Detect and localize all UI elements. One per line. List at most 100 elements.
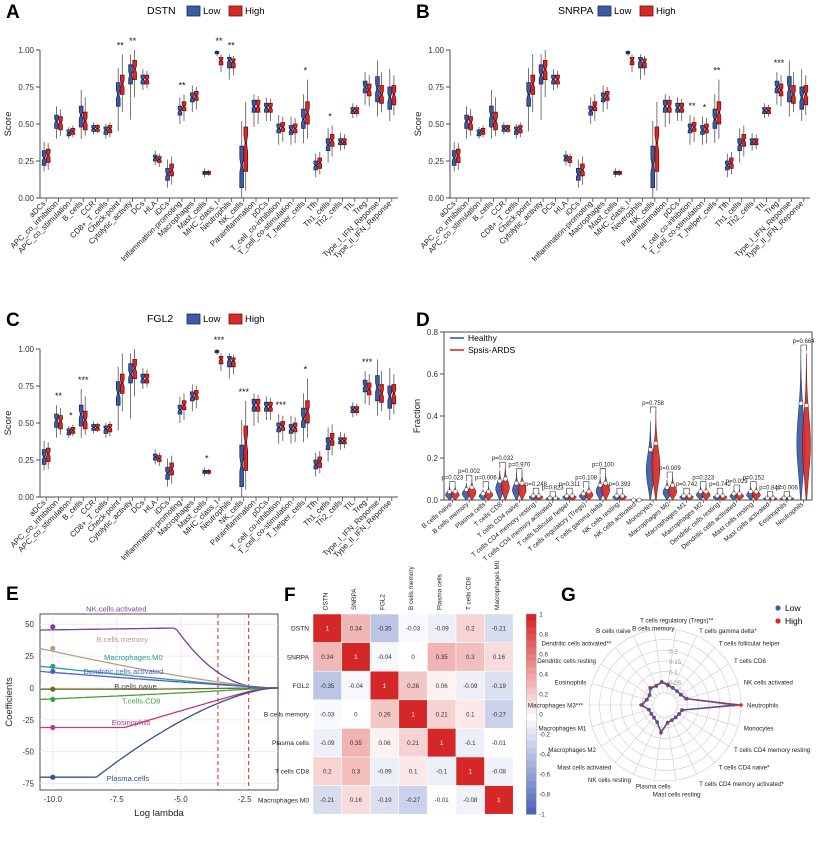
svg-text:-0.1: -0.1 [436,769,447,776]
svg-text:0.35: 0.35 [350,740,363,747]
svg-text:T cells CD8: T cells CD8 [465,577,472,610]
svg-text:NK.cells.activated: NK.cells.activated [86,604,146,613]
svg-text:0.35: 0.35 [436,654,449,661]
svg-text:Score: Score [3,411,14,436]
svg-text:SNRPA: SNRPA [351,588,358,610]
svg-text:0.06: 0.06 [436,683,449,690]
svg-text:0.75: 0.75 [18,83,34,92]
svg-text:p=0.758: p=0.758 [642,401,665,407]
svg-text:Macrophages M2: Macrophages M2 [548,747,596,754]
svg-text:-0.03: -0.03 [320,711,335,718]
svg-text:0.75: 0.75 [428,83,444,92]
svg-text:T cells CD8: T cells CD8 [275,769,309,776]
svg-text:B: B [416,2,430,23]
svg-text:-0.35: -0.35 [377,626,392,633]
svg-text:Fraction: Fraction [412,399,423,433]
svg-text:0.50: 0.50 [428,120,444,129]
svg-text:NK cells resting: NK cells resting [588,777,632,784]
svg-text:DSTN: DSTN [147,5,176,17]
svg-text:0.21: 0.21 [407,740,420,747]
svg-text:0.3: 0.3 [466,654,475,661]
svg-text:Neutrophils: Neutrophils [747,703,778,710]
svg-text:-0.04: -0.04 [377,654,392,661]
svg-text:Healthy: Healthy [468,333,498,343]
svg-text:p=0.032: p=0.032 [492,456,515,462]
svg-text:SNRPA: SNRPA [558,5,593,17]
svg-text:Plasma.cells: Plasma.cells [107,774,150,783]
svg-text:T cells regulatory (Tregs)**: T cells regulatory (Tregs)** [640,617,714,624]
svg-text:SNRPA: SNRPA [287,654,310,661]
svg-text:Low: Low [203,6,221,17]
svg-text:FGL2: FGL2 [293,683,310,690]
svg-text:0.2: 0.2 [466,626,475,633]
svg-text:p=0.152: p=0.152 [743,476,766,482]
svg-text:Macrophages M0: Macrophages M0 [258,797,309,804]
svg-text:p=0.006: p=0.006 [475,476,498,482]
svg-text:-0.21: -0.21 [492,626,507,633]
svg-text:-0.27: -0.27 [406,797,421,804]
svg-text:***: *** [275,400,286,410]
svg-text:Low: Low [203,314,221,325]
svg-text:**: ** [713,66,721,76]
svg-text:0.34: 0.34 [321,654,334,661]
svg-text:-0.19: -0.19 [492,683,507,690]
svg-text:1.00: 1.00 [428,46,444,55]
svg-text:Low: Low [614,6,632,17]
svg-text:*: * [69,411,73,421]
svg-text:Plasma cells: Plasma cells [437,574,444,610]
svg-text:0.15: 0.15 [669,659,682,666]
svg-text:High: High [656,6,676,17]
svg-text:p=0.108: p=0.108 [575,476,598,482]
svg-text:1: 1 [497,797,501,804]
svg-text:-0.08: -0.08 [463,797,478,804]
svg-text:0.00: 0.00 [18,194,34,203]
svg-text:FGL2: FGL2 [147,313,173,325]
svg-text:*: * [304,365,308,375]
svg-text:**: ** [117,40,125,50]
svg-text:Log lambda: Log lambda [134,808,184,819]
svg-text:High: High [785,616,803,626]
svg-text:-0.01: -0.01 [492,740,507,747]
svg-text:-0.27: -0.27 [492,711,507,718]
svg-text:0.2: 0.2 [427,454,439,463]
svg-text:**: ** [55,391,63,401]
svg-text:Score: Score [3,112,14,137]
svg-text:T cells CD4 memory resting: T cells CD4 memory resting [734,747,811,754]
svg-text:p=0.311: p=0.311 [559,482,581,488]
svg-text:p=0.664: p=0.664 [793,339,816,345]
svg-text:-0.21: -0.21 [320,797,335,804]
svg-text:Macrophages M3***: Macrophages M3*** [528,703,584,710]
svg-text:*: * [304,66,308,76]
svg-text:B cells memory: B cells memory [632,625,675,632]
svg-text:NK cells activated: NK cells activated [744,679,794,686]
svg-text:-0.6: -0.6 [539,772,550,779]
svg-text:High: High [245,314,265,325]
svg-text:1: 1 [354,654,358,661]
svg-text:B cells memory: B cells memory [408,566,415,610]
svg-text:0.25: 0.25 [18,157,34,166]
svg-text:Macrophages.M0: Macrophages.M0 [104,653,163,662]
svg-text:0.0: 0.0 [427,496,439,505]
svg-text:p=0.970: p=0.970 [508,463,531,469]
svg-text:**: ** [228,40,236,50]
svg-text:T cells CD4 naive*: T cells CD4 naive* [719,765,770,772]
svg-text:***: *** [238,387,249,397]
svg-text:***: *** [774,58,785,68]
svg-text:0.34: 0.34 [350,626,363,633]
svg-text:**: ** [215,36,223,46]
svg-text:***: *** [362,357,373,367]
svg-text:0.00: 0.00 [428,194,444,203]
svg-text:F: F [284,585,296,606]
svg-text:0.2: 0.2 [669,648,678,655]
svg-text:0.2: 0.2 [539,691,548,698]
svg-text:0: 0 [539,711,543,718]
svg-text:A: A [6,2,20,23]
svg-text:DSTN: DSTN [291,626,309,633]
svg-text:-2.5: -2.5 [238,795,252,804]
svg-text:**: ** [689,101,697,111]
svg-text:Dendritic cells resting: Dendritic cells resting [537,658,596,665]
svg-text:-0.35: -0.35 [320,683,335,690]
svg-text:-0.09: -0.09 [463,683,478,690]
svg-text:0.4: 0.4 [427,412,439,421]
svg-text:-10.0: -10.0 [44,795,63,804]
